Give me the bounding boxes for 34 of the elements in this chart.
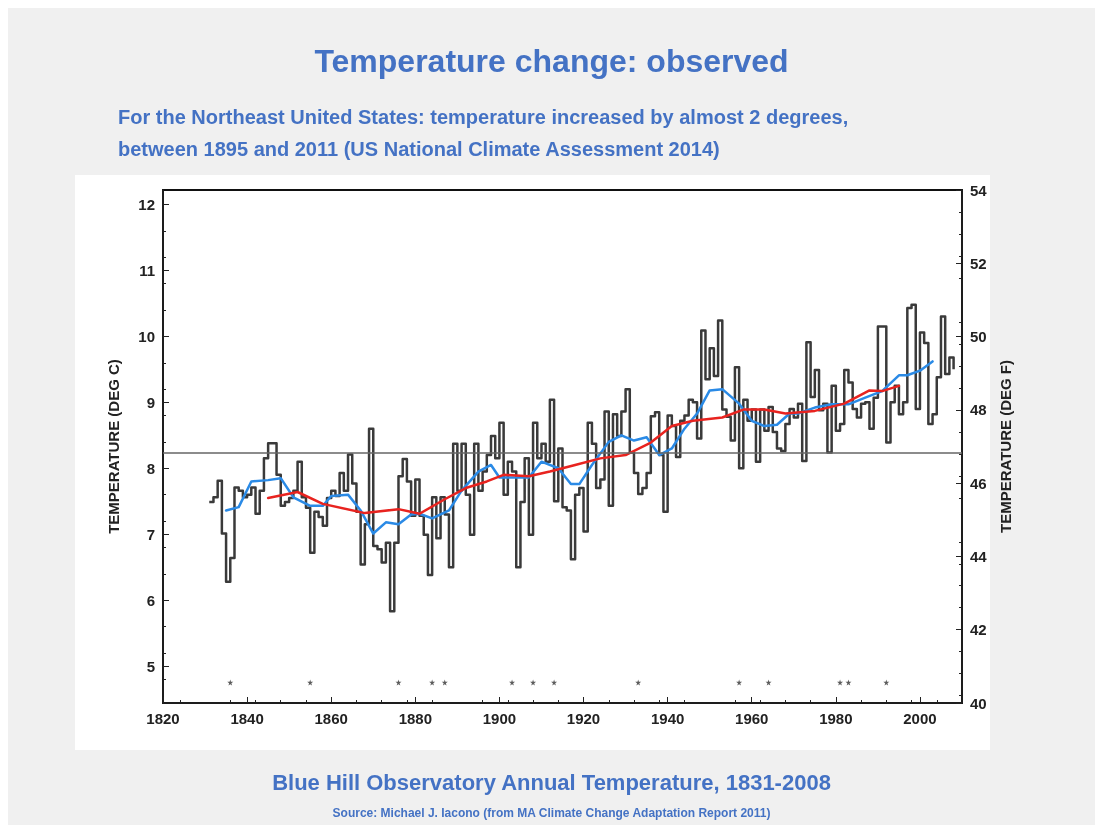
- y-tick-label: 6: [146, 591, 155, 609]
- y2-tick-label: 44: [970, 547, 988, 565]
- y-tick-label: 10: [138, 327, 155, 345]
- y2-tick-label: 46: [970, 474, 987, 492]
- x-tick-label: 1820: [146, 710, 180, 727]
- y2-tick-label: 50: [970, 328, 987, 346]
- line-series: [224, 360, 934, 535]
- y-tick-label: 9: [146, 393, 155, 411]
- y2-tick-label: 54: [970, 181, 988, 199]
- source-note: Source: Michael J. Iacono (from MA Climate Change Adaptation Report 2011): [332, 806, 771, 820]
- y-tick-label: 7: [146, 525, 155, 543]
- y-tick-label: 8: [146, 459, 155, 477]
- y2-axis-title: TEMPERATURE (DEG F): [996, 359, 1014, 534]
- chart-title: Temperature change: observed: [314, 43, 789, 79]
- x-tick-label: 2000: [903, 710, 937, 727]
- line-series: [266, 384, 901, 516]
- x-tick-label: 1940: [650, 710, 685, 727]
- y-axis-title: TEMPERATURE (DEG C): [105, 359, 122, 534]
- x-tick-label: 1880: [398, 710, 432, 727]
- x-tick-label: 1980: [819, 710, 853, 727]
- x-tick-label: 1840: [230, 710, 264, 727]
- x-tick-label: 1960: [735, 710, 769, 727]
- y-tick-label: 11: [139, 261, 155, 279]
- x-tick-label: 1900: [482, 710, 517, 727]
- y-tick-label: 5: [146, 657, 155, 675]
- y2-tick-label: 52: [970, 254, 987, 272]
- y2-tick-label: 42: [970, 621, 987, 639]
- chart-subtitle: For the Northeast United States: temperature increased by almost 2 degrees, between 1895 and 2011 (US National Climate Assessment 2014): [118, 106, 854, 160]
- x-tick-label: 1860: [314, 710, 348, 727]
- text: Blue Hill Observatory Annual Temperature, 1831-2008: [272, 769, 831, 795]
- y2-tick-label: 48: [970, 401, 987, 419]
- x-tick-label: 1920: [566, 710, 601, 727]
- y-tick-label: 12: [138, 196, 155, 214]
- y2-tick-label: 40: [970, 694, 987, 712]
